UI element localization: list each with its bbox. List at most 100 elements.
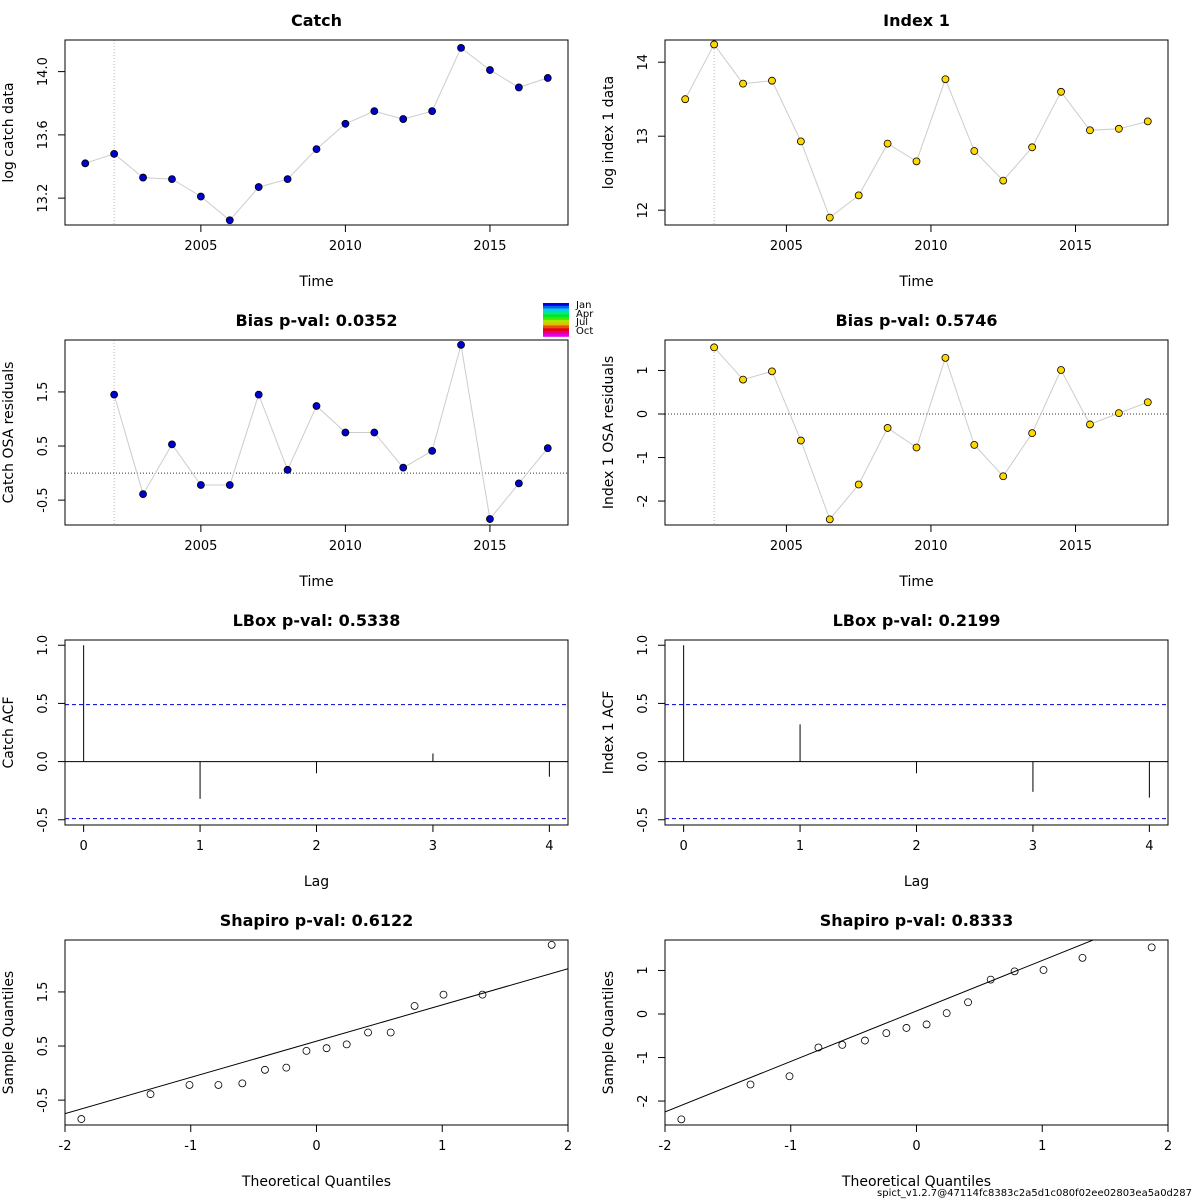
x-tick-label: 0: [679, 839, 687, 854]
x-tick-label: -2: [59, 1139, 72, 1154]
y-tick-label: -0.5: [36, 487, 51, 512]
x-tick-label: 2005: [184, 239, 217, 254]
x-tick-label: 1: [1038, 1139, 1046, 1154]
y-tick-label: 14.0: [36, 57, 51, 86]
panel-title: LBox p-val: 0.2199: [833, 611, 1001, 630]
y-tick-label: 0.5: [36, 693, 51, 714]
data-point: [514, 479, 523, 488]
qq-point: [922, 1020, 931, 1029]
y-axis-label: Catch OSA residuals: [1, 362, 17, 504]
data-point: [1028, 429, 1037, 438]
data-point: [370, 107, 379, 116]
qq-point: [386, 1028, 395, 1037]
data-point: [854, 480, 863, 489]
data-point: [283, 465, 292, 474]
y-tick-label: 0.5: [36, 436, 51, 457]
data-point: [312, 402, 321, 410]
data-point: [196, 192, 205, 201]
x-tick-label: 2015: [1059, 239, 1092, 254]
y-tick-label: -2: [636, 1095, 651, 1108]
plot-area: [681, 40, 1152, 225]
panel-catch-acf: LBox p-val: 0.5338 Lag Catch ACF 0 1 2 3 4 -0.5 0…: [1, 611, 569, 890]
qq-point: [1010, 967, 1019, 976]
data-point: [254, 183, 263, 191]
panel-title: Catch: [291, 11, 342, 30]
data-point: [796, 137, 805, 146]
y-tick-label: -1: [636, 1051, 651, 1064]
data-point: [543, 74, 552, 82]
x-axis-label: Time: [298, 574, 333, 590]
data-point: [110, 390, 119, 399]
data-point: [110, 149, 119, 158]
data-point: [941, 75, 950, 84]
legend-swatch: [543, 322, 569, 326]
panel-index-acf: LBox p-val: 0.2199 Lag Index 1 ACF 0 1 2 3 4 -0.…: [601, 611, 1169, 890]
x-tick-label: 2010: [329, 239, 362, 254]
plot-area: [665, 940, 1156, 1124]
data-point: [139, 173, 147, 182]
data-point: [1057, 87, 1065, 96]
y-tick-label: 12: [636, 202, 651, 219]
month-legend: Jan Apr Jul Oct: [543, 300, 594, 337]
panel-index-qq: Shapiro p-val: 0.8333 Theoretical Quantil…: [601, 911, 1172, 1190]
plot-frame: [64, 639, 569, 826]
y-tick-label: 13.6: [36, 120, 51, 149]
plot-area: [65, 645, 568, 820]
data-point: [283, 175, 292, 184]
legend-swatch: [543, 317, 569, 320]
qq-point: [146, 1090, 155, 1099]
data-point: [341, 119, 350, 128]
plot-frame: [664, 39, 1169, 226]
x-axis-label: Time: [298, 274, 333, 290]
y-tick-label: 0: [636, 1010, 651, 1018]
qq-point: [814, 1043, 823, 1052]
data-point: [514, 83, 523, 92]
data-point: [999, 472, 1008, 481]
panel-title: Index 1: [883, 11, 950, 30]
legend-swatch: [543, 328, 569, 332]
qq-point: [882, 1029, 891, 1038]
panel-catch-qq: Shapiro p-val: 0.6122 Theoretical Quantil…: [1, 911, 572, 1190]
qq-point: [185, 1081, 194, 1089]
x-tick-label: 2005: [770, 239, 803, 254]
data-point: [970, 147, 979, 155]
qq-point: [302, 1046, 311, 1055]
data-point: [225, 216, 234, 225]
footer-version: spict_v1.2.7@47114fc8383c2a5d1c080f02ee0…: [877, 1188, 1192, 1199]
y-tick-label: 0.0: [636, 751, 651, 772]
panel-title: Bias p-val: 0.0352: [235, 311, 397, 330]
data-point: [710, 343, 719, 352]
x-axis-label: Time: [898, 574, 933, 590]
x-tick-label: 1: [796, 839, 804, 854]
x-tick-label: 2: [312, 839, 320, 854]
qq-point: [1039, 966, 1048, 974]
data-point: [912, 157, 921, 166]
data-point: [739, 375, 747, 384]
data-point: [428, 446, 437, 455]
data-point: [1143, 398, 1152, 407]
data-point: [254, 390, 263, 399]
x-tick-label: 2015: [473, 239, 506, 254]
data-point: [768, 367, 776, 376]
y-tick-label: 0.5: [636, 693, 651, 714]
panel-index-osa: Bias p-val: 0.5746 Time Index 1 OSA residu…: [601, 311, 1169, 590]
plot-area: [665, 645, 1168, 820]
plot-frame: [64, 39, 569, 226]
qq-point: [677, 1115, 686, 1124]
plot-area: [65, 340, 568, 525]
x-tick-label: 2015: [473, 539, 506, 554]
x-axis-label: Theoretical Quantiles: [841, 1174, 991, 1190]
legend-swatch: [543, 311, 569, 315]
plot-frame: [664, 639, 1169, 826]
qq-point: [547, 940, 556, 949]
series-line: [684, 43, 1148, 219]
y-axis-label: Sample Quantiles: [1, 971, 17, 1094]
y-axis-label: log catch data: [1, 82, 17, 182]
legend-swatch: [543, 305, 569, 309]
x-tick-label: 2005: [770, 539, 803, 554]
data-point: [457, 340, 465, 349]
data-point: [941, 353, 950, 362]
y-tick-label: -1: [636, 451, 651, 464]
data-point: [970, 441, 979, 449]
